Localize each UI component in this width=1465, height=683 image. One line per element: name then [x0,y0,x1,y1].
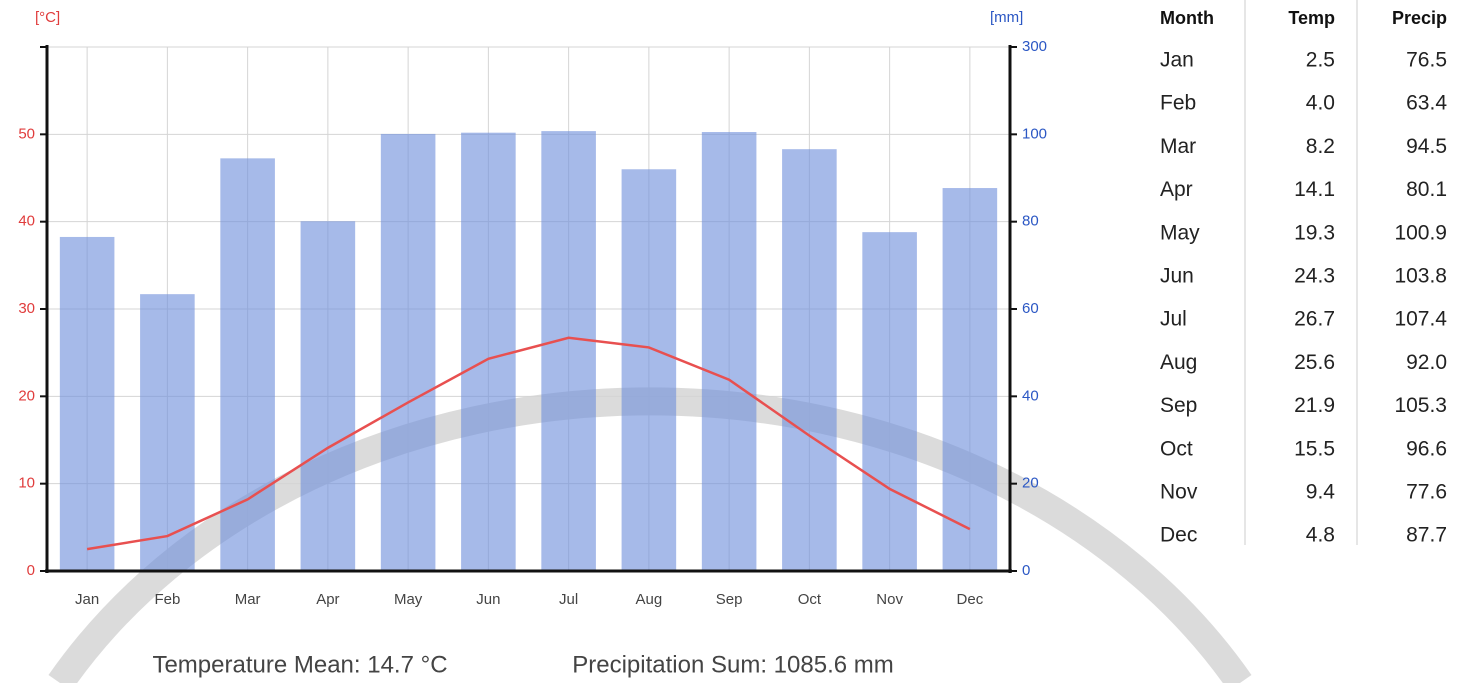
bar [381,134,436,571]
table-cell: 80.1 [1406,178,1447,201]
y-tick-label: 20 [18,387,35,404]
table-cell: Nov [1160,481,1198,504]
table-cell: 105.3 [1394,394,1447,417]
bar [60,237,115,571]
y2-tick-label: 40 [1022,387,1039,404]
table-cell: 63.4 [1406,92,1447,115]
table-cell: Feb [1160,92,1196,115]
bar [702,132,757,571]
marks [60,131,997,571]
x-tick-label: Feb [154,591,180,608]
x-tick-label: Nov [876,591,903,608]
x-tick-label: Sep [716,591,743,608]
table-header: Temp [1288,8,1335,28]
footer-temp: Temperature Mean: 14.7 °C [152,651,447,678]
table-cell: 2.5 [1306,49,1335,72]
table-cell: 96.6 [1406,437,1447,460]
table-cell: 9.4 [1306,481,1336,504]
x-tick-label: Jul [559,591,578,608]
y2-tick-label: 0 [1022,562,1030,579]
table-cell: Jul [1160,308,1187,331]
x-tick-label: Aug [636,591,663,608]
table-header: Month [1160,8,1214,28]
table-cell: 87.7 [1406,524,1447,547]
table-cell: Apr [1160,178,1193,201]
table-cell: 77.6 [1406,481,1447,504]
x-tick-label: Dec [957,591,984,608]
bar [461,133,516,571]
table-cell: 107.4 [1394,308,1447,331]
table-cell: 4.8 [1306,524,1335,547]
y2-tick-label: 80 [1022,213,1039,230]
y2-tick-label: 100 [1022,125,1047,142]
bar [622,169,677,571]
bar [782,149,837,571]
y2-tick-label: 20 [1022,475,1039,492]
table-cell: 15.5 [1294,437,1335,460]
page: [°C] [mm] Jan Feb Mar Apr May Jun Jul Aug Sep Oct… [0,0,1465,683]
table-cell: May [1160,221,1200,244]
table: Month Temp Precip Jan 2.5 76.5 Feb 4.0 63.4 Mar 8.… [1160,8,1447,547]
table-cell: 21.9 [1294,394,1335,417]
y-tick-label: 0 [27,562,35,579]
table-cell: Dec [1160,524,1197,547]
x-tick-label: May [394,591,423,608]
table-cell: Mar [1160,135,1196,158]
y-tick-label: 40 [18,213,35,230]
footer-precip: Precipitation Sum: 1085.6 mm [572,651,893,678]
y2-tick-label: 60 [1022,300,1039,317]
table-cell: 76.5 [1406,49,1447,72]
x-tick-label: Oct [798,591,822,608]
table-cell: Aug [1160,351,1197,374]
y-tick-label: 10 [18,475,35,492]
x-tick-label: Apr [316,591,339,608]
x-tick-label: Mar [235,591,261,608]
bar [943,188,998,571]
table-cell: Oct [1160,437,1193,460]
bar [140,294,195,571]
table-cell: 94.5 [1406,135,1447,158]
y-tick-label: 50 [18,125,35,142]
x-tick-label: Jun [476,591,500,608]
table-cell: 8.2 [1306,135,1335,158]
y2-tick-label: 300 [1022,38,1047,55]
table-cell: 4.0 [1306,92,1335,115]
table-cell: 100.9 [1394,221,1447,244]
table-cell: 103.8 [1394,265,1447,288]
y-tick-label: 30 [18,300,35,317]
y2-axis-label: [mm] [990,9,1023,26]
table-cell: 19.3 [1294,221,1335,244]
table-cell: 25.6 [1294,351,1335,374]
table-cell: 92.0 [1406,351,1447,374]
table-cell: Jan [1160,49,1194,72]
table-cell: 24.3 [1294,265,1335,288]
x-tick-label: Jan [75,591,99,608]
bar [541,131,596,571]
table-cell: 14.1 [1294,178,1335,201]
bar [301,221,356,571]
y-axis-label: [°C] [35,9,60,26]
table-header: Precip [1392,8,1447,28]
bar [862,232,917,571]
table-cell: Sep [1160,394,1197,417]
table-cell: 26.7 [1294,308,1335,331]
table-cell: Jun [1160,265,1194,288]
